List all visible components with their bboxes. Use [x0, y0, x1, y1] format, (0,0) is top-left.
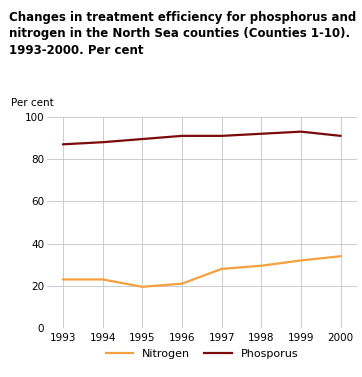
Text: Per cent: Per cent	[12, 98, 54, 109]
Text: Changes in treatment efficiency for phosphorus and
nitrogen in the North Sea cou: Changes in treatment efficiency for phos…	[9, 11, 356, 57]
Legend: Nitrogen, Phosporus: Nitrogen, Phosporus	[101, 345, 303, 363]
